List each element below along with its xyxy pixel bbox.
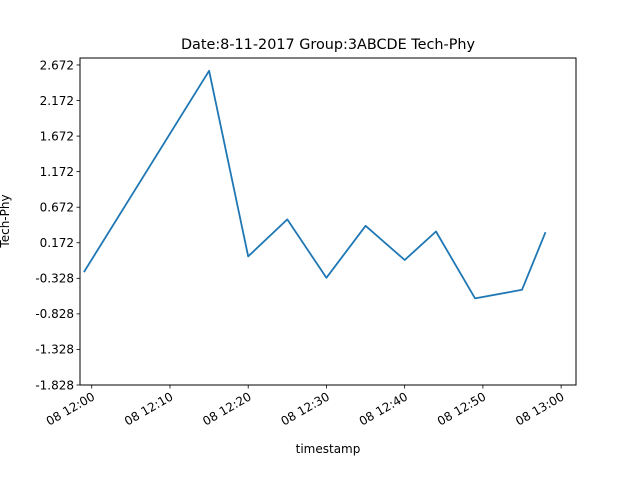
x-tick-label: 08 12:20 — [200, 389, 253, 428]
y-tick-label: -1.328 — [35, 343, 74, 357]
y-tick-label: -0.828 — [35, 307, 74, 321]
x-axis: 08 12:00 08 12:10 08 12:20 08 12:30 08 12:40… — [44, 385, 567, 428]
plot-area — [79, 57, 577, 386]
y-tick-label: 1.172 — [40, 165, 74, 179]
series-line-0 — [83, 69, 547, 300]
y-tick-label: 0.172 — [40, 236, 74, 250]
y-axis-title: Tech-Phy — [0, 194, 12, 248]
x-tick-label: 08 12:10 — [122, 389, 175, 428]
plot-frame — [79, 57, 577, 386]
x-tick-label: 08 12:40 — [357, 389, 410, 428]
y-tick-label: -1.828 — [35, 378, 74, 392]
x-tick-label: 08 12:50 — [435, 389, 488, 428]
y-tick-label: 1.672 — [40, 129, 74, 143]
x-tick-label: 08 13:00 — [513, 389, 566, 428]
y-tick-label: 2.172 — [40, 94, 74, 108]
y-tick-label: 0.672 — [40, 201, 74, 215]
chart-title: Date:8-11-2017 Group:3ABCDE Tech-Phy — [181, 37, 476, 53]
x-tick-label: 08 12:00 — [44, 389, 97, 428]
y-tick-label: -0.328 — [35, 272, 74, 286]
series-layer — [83, 69, 547, 300]
x-tick-label: 08 12:30 — [278, 389, 331, 428]
y-axis: -1.828 -1.328 -0.828 -0.328 0.172 0.672 1.172 1… — [35, 58, 80, 392]
y-tick-label: 2.672 — [40, 58, 74, 72]
x-axis-title: timestamp — [296, 442, 361, 456]
